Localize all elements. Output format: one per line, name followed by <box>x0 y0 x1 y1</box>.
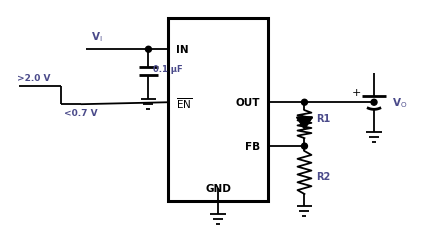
Bar <box>168 19 268 201</box>
Circle shape <box>302 100 307 106</box>
Text: $\overline{\mathsf{EN}}$: $\overline{\mathsf{EN}}$ <box>176 95 193 110</box>
Text: IN: IN <box>176 45 189 55</box>
Text: <0.7 V: <0.7 V <box>64 109 97 118</box>
Text: +: + <box>351 88 361 98</box>
Circle shape <box>302 143 307 149</box>
Text: V$_\mathsf{O}$: V$_\mathsf{O}$ <box>392 96 407 110</box>
Text: OUT: OUT <box>235 98 260 108</box>
Circle shape <box>371 100 377 106</box>
Text: >2.0 V: >2.0 V <box>17 74 51 83</box>
Text: FB: FB <box>245 141 260 151</box>
Text: R1: R1 <box>316 114 331 124</box>
Text: R2: R2 <box>316 171 331 181</box>
Text: GND: GND <box>205 183 231 193</box>
Circle shape <box>146 47 151 53</box>
Polygon shape <box>296 118 312 130</box>
Text: 0.1 μF: 0.1 μF <box>153 65 183 74</box>
Text: V$_\mathsf{I}$: V$_\mathsf{I}$ <box>91 30 102 44</box>
